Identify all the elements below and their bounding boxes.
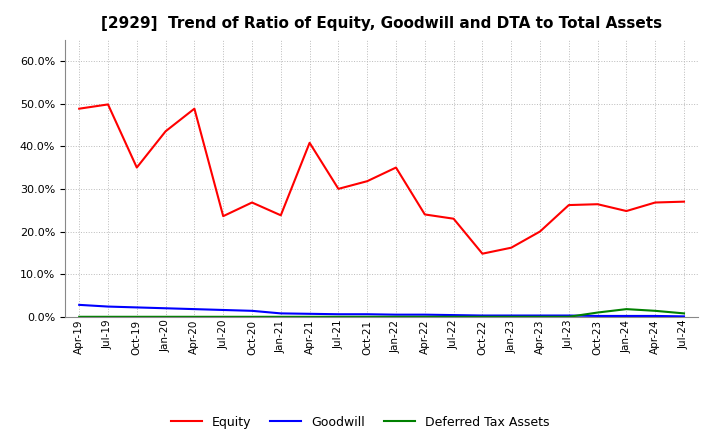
- Deferred Tax Assets: [622, 307, 631, 312]
- Equity: [219, 213, 228, 219]
- Deferred Tax Assets: [276, 314, 285, 319]
- Deferred Tax Assets: [161, 314, 170, 319]
- Equity: [651, 200, 660, 205]
- Deferred Tax Assets: [651, 308, 660, 313]
- Goodwill: [104, 304, 112, 309]
- Deferred Tax Assets: [363, 314, 372, 319]
- Goodwill: [478, 313, 487, 318]
- Equity: [564, 202, 573, 208]
- Goodwill: [305, 311, 314, 316]
- Deferred Tax Assets: [420, 314, 429, 319]
- Deferred Tax Assets: [564, 314, 573, 319]
- Deferred Tax Assets: [536, 314, 544, 319]
- Deferred Tax Assets: [478, 314, 487, 319]
- Goodwill: [248, 308, 256, 313]
- Equity: [507, 245, 516, 250]
- Deferred Tax Assets: [75, 314, 84, 319]
- Deferred Tax Assets: [132, 314, 141, 319]
- Equity: [334, 186, 343, 191]
- Goodwill: [392, 312, 400, 317]
- Deferred Tax Assets: [104, 314, 112, 319]
- Deferred Tax Assets: [449, 314, 458, 319]
- Goodwill: [420, 312, 429, 317]
- Goodwill: [507, 313, 516, 318]
- Goodwill: [449, 312, 458, 318]
- Equity: [161, 128, 170, 134]
- Deferred Tax Assets: [593, 310, 602, 315]
- Title: [2929]  Trend of Ratio of Equity, Goodwill and DTA to Total Assets: [2929] Trend of Ratio of Equity, Goodwil…: [101, 16, 662, 32]
- Deferred Tax Assets: [680, 311, 688, 316]
- Goodwill: [680, 314, 688, 319]
- Equity: [248, 200, 256, 205]
- Equity: [420, 212, 429, 217]
- Equity: [449, 216, 458, 221]
- Deferred Tax Assets: [219, 314, 228, 319]
- Equity: [478, 251, 487, 257]
- Line: Deferred Tax Assets: Deferred Tax Assets: [79, 309, 684, 317]
- Equity: [305, 140, 314, 146]
- Equity: [190, 106, 199, 111]
- Equity: [593, 202, 602, 207]
- Line: Equity: Equity: [79, 104, 684, 254]
- Goodwill: [536, 313, 544, 318]
- Deferred Tax Assets: [305, 314, 314, 319]
- Equity: [536, 229, 544, 234]
- Equity: [392, 165, 400, 170]
- Equity: [680, 199, 688, 204]
- Deferred Tax Assets: [248, 314, 256, 319]
- Deferred Tax Assets: [507, 314, 516, 319]
- Goodwill: [593, 313, 602, 319]
- Deferred Tax Assets: [392, 314, 400, 319]
- Goodwill: [75, 302, 84, 308]
- Equity: [132, 165, 141, 170]
- Goodwill: [132, 305, 141, 310]
- Equity: [363, 179, 372, 184]
- Goodwill: [651, 313, 660, 319]
- Goodwill: [334, 312, 343, 317]
- Deferred Tax Assets: [190, 314, 199, 319]
- Equity: [622, 209, 631, 214]
- Goodwill: [219, 307, 228, 312]
- Equity: [75, 106, 84, 111]
- Goodwill: [363, 312, 372, 317]
- Goodwill: [190, 307, 199, 312]
- Line: Goodwill: Goodwill: [79, 305, 684, 316]
- Equity: [104, 102, 112, 107]
- Goodwill: [161, 306, 170, 311]
- Legend: Equity, Goodwill, Deferred Tax Assets: Equity, Goodwill, Deferred Tax Assets: [166, 411, 554, 434]
- Goodwill: [276, 311, 285, 316]
- Goodwill: [622, 313, 631, 319]
- Equity: [276, 213, 285, 218]
- Goodwill: [564, 313, 573, 318]
- Deferred Tax Assets: [334, 314, 343, 319]
